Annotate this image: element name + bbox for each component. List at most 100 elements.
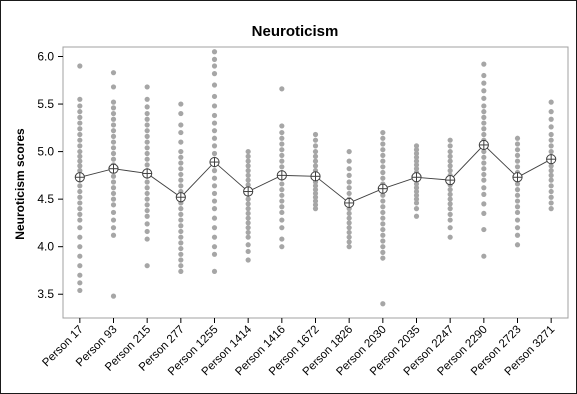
data-point	[77, 280, 83, 286]
data-point	[346, 179, 352, 185]
data-point	[144, 156, 150, 162]
data-point	[312, 187, 319, 193]
mean-marker	[310, 171, 321, 182]
data-point	[481, 126, 487, 132]
mean-series	[74, 139, 557, 209]
data-point	[77, 163, 83, 169]
data-point	[178, 223, 184, 229]
data-point	[77, 168, 83, 174]
data-point	[110, 150, 117, 157]
data-point	[447, 234, 453, 240]
data-point	[77, 200, 83, 206]
data-point	[447, 217, 453, 223]
data-point	[144, 190, 150, 197]
data-point	[481, 103, 487, 109]
data-point	[481, 131, 487, 138]
data-point	[144, 179, 150, 185]
data-point	[211, 150, 218, 157]
data-point	[514, 147, 521, 153]
data-point	[312, 143, 319, 149]
mean-marker	[546, 154, 557, 165]
data-point	[279, 141, 285, 147]
data-point	[211, 71, 218, 77]
data-point	[548, 194, 554, 200]
data-point	[77, 234, 83, 240]
data-point	[178, 206, 184, 212]
data-point	[548, 183, 554, 189]
y-tick-label: 5.5	[37, 97, 54, 111]
data-point	[77, 143, 83, 149]
data-point	[211, 234, 218, 240]
data-point	[211, 244, 218, 250]
data-point	[413, 200, 420, 206]
data-point	[110, 173, 117, 179]
y-axis-label: Neuroticism scores	[13, 128, 27, 240]
data-point	[144, 202, 150, 208]
data-point	[279, 86, 285, 92]
data-point	[312, 206, 319, 212]
data-point	[178, 245, 184, 252]
data-point	[279, 198, 285, 204]
data-point	[211, 112, 218, 119]
data-point	[346, 185, 352, 191]
data-point	[110, 128, 117, 134]
data-point	[245, 168, 251, 174]
data-point	[178, 110, 184, 117]
data-point	[279, 152, 285, 158]
data-point	[548, 143, 554, 149]
data-point	[144, 221, 150, 227]
data-point	[211, 206, 218, 212]
data-point	[245, 163, 251, 169]
data-point	[245, 248, 251, 255]
data-point	[447, 148, 453, 155]
data-point	[144, 133, 150, 139]
data-points	[77, 49, 554, 307]
data-point	[279, 158, 285, 164]
data-point	[514, 209, 521, 216]
data-point	[380, 175, 386, 181]
data-point	[413, 196, 420, 202]
data-point	[211, 103, 218, 109]
data-point	[245, 148, 251, 155]
mean-marker	[478, 139, 489, 151]
data-point	[380, 301, 386, 307]
data-point	[481, 109, 487, 115]
data-point	[178, 217, 184, 223]
data-point	[144, 228, 150, 235]
data-point	[481, 210, 487, 217]
data-point	[413, 206, 420, 212]
data-point	[548, 148, 554, 155]
data-point	[514, 152, 521, 158]
data-point	[178, 263, 184, 269]
data-point	[447, 201, 453, 207]
data-point	[178, 240, 184, 246]
data-point	[110, 202, 117, 208]
y-axis: 3.5 4.0 4.5 5.0 5.5 6.0	[37, 50, 63, 301]
data-point	[279, 244, 285, 250]
data-point	[245, 177, 251, 183]
data-point	[245, 234, 251, 240]
mean-marker	[243, 186, 254, 197]
data-point	[346, 148, 352, 155]
data-point	[481, 114, 487, 120]
data-point	[481, 191, 487, 197]
data-point	[312, 190, 319, 197]
data-point	[144, 213, 150, 219]
data-point	[380, 164, 386, 170]
data-point	[346, 215, 352, 221]
mean-marker	[377, 183, 388, 194]
data-point	[380, 198, 386, 204]
data-point	[211, 198, 218, 204]
data-point	[481, 253, 487, 259]
data-point	[144, 104, 150, 110]
data-point	[548, 137, 554, 143]
data-point	[178, 251, 184, 257]
data-point	[548, 131, 554, 138]
mean-marker	[209, 156, 220, 168]
mean-marker	[175, 192, 186, 203]
data-point	[447, 187, 453, 193]
data-point	[481, 154, 487, 160]
